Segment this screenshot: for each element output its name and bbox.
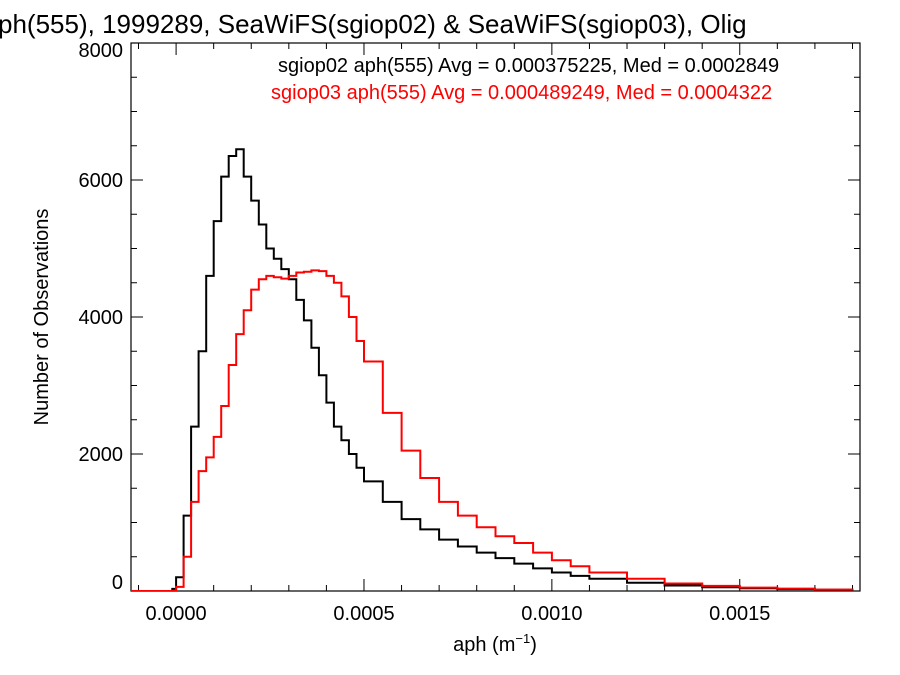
x-tick-label: 0.0005: [333, 603, 394, 625]
x-tick-label: 0.0000: [146, 603, 207, 625]
x-tick-label: 0.0010: [521, 603, 582, 625]
x-tick-label: 0.0015: [709, 603, 770, 625]
y-axis-label: Number of Observations: [31, 209, 53, 426]
x-axis-label-close: ): [530, 634, 537, 656]
plot-frame: [130, 42, 861, 592]
chart-title: ph(555), 1999289, SeaWiFS(sgiop02) & Sea…: [0, 9, 747, 39]
series-line-sgiop02: [131, 148, 854, 591]
series-layer: [131, 148, 854, 591]
x-axis-label: aph (m−1): [453, 631, 537, 656]
series-line-sgiop03: [131, 269, 854, 591]
x-axis-label-main: aph (m: [453, 634, 515, 656]
y-tick-label: 6000: [79, 170, 124, 192]
y-tick-label: 4000: [79, 307, 124, 329]
y-tick-label: 0: [112, 572, 123, 594]
y-tick-label: 8000: [79, 40, 124, 62]
annotation-sgiop03: sgiop03 aph(555) Avg = 0.000489249, Med …: [271, 82, 772, 104]
annotation-sgiop02: sgiop02 aph(555) Avg = 0.000375225, Med …: [278, 55, 779, 77]
axis-ticks: 0.0000 0.0005 0.0010 0.0015 0 2000 4000 6000 800…: [79, 40, 860, 625]
y-tick-label: 2000: [79, 444, 124, 466]
x-axis-label-superscript: −1: [515, 631, 530, 646]
